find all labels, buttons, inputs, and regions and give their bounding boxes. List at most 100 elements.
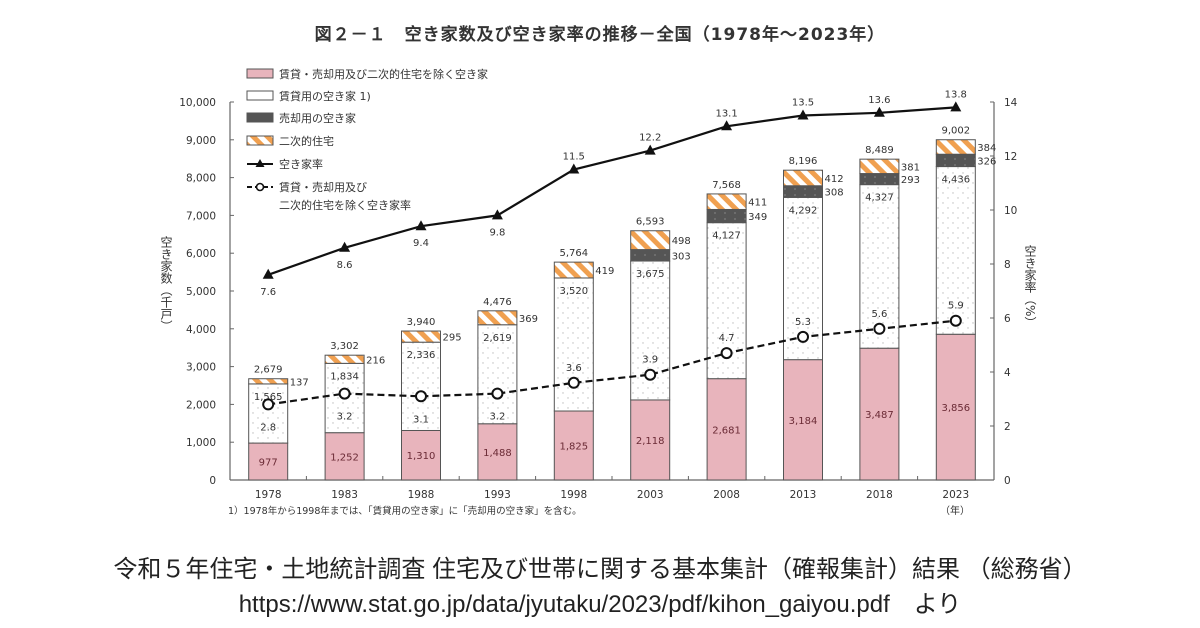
vacancy-rate-marker	[415, 220, 427, 231]
other-vacancy-rate-marker	[949, 314, 962, 327]
x-tick-label: 1993	[484, 489, 511, 501]
bar-segment-secondary	[324, 354, 365, 364]
y-tick-label-left: 2,000	[186, 399, 216, 411]
bar-segment-secondary	[248, 378, 289, 385]
other-vacancy-rate-marker	[873, 322, 886, 335]
vacancy-rate-label: 9.4	[413, 238, 429, 249]
legend-marker-triangle	[255, 159, 265, 167]
other-vacancy-rate-label: 2.8	[260, 422, 276, 433]
vacancy-rate-label: 12.2	[639, 133, 661, 144]
y-tick-label-right: 6	[1004, 313, 1011, 325]
bar-segment-rental	[553, 277, 594, 412]
bar-value-label: 3,675	[636, 269, 665, 280]
bar-value-label: 4,436	[941, 175, 970, 186]
other-vacancy-rate-label: 5.6	[871, 309, 887, 320]
source-line-1: 令和５年住宅・土地統計調査 住宅及び世帯に関する基本集計（確報集計）結果 （総務…	[113, 556, 1087, 583]
legend-label: 売却用の空き家	[279, 111, 356, 125]
bar-value-label: 411	[748, 198, 767, 209]
lines	[262, 101, 962, 411]
bar-value-label: 3,487	[865, 410, 894, 421]
bar-segment-rental	[248, 383, 289, 444]
bar-segment-for-sale	[783, 185, 823, 198]
bar-value-label: 1,825	[559, 442, 588, 453]
y-tick-label-right: 8	[1004, 259, 1011, 271]
bar-value-label: 412	[825, 174, 844, 185]
bar-segment-secondary	[935, 139, 976, 155]
bar-segment-secondary	[859, 158, 900, 175]
legend-swatch-other-vacant	[246, 68, 274, 79]
y-tick-label-right: 12	[1004, 151, 1017, 163]
bar-value-label: 2,681	[712, 425, 741, 436]
x-tick-label: 2018	[866, 489, 893, 501]
bar-value-label: 1,310	[407, 451, 436, 462]
legend-swatch-rental	[246, 90, 274, 101]
bar-value-label: 498	[672, 236, 691, 247]
y-tick-label-left: 5,000	[186, 286, 216, 298]
x-axis-unit-label: （年）	[940, 504, 970, 517]
other-vacancy-rate-marker	[797, 330, 809, 343]
bar-value-label: 1,565	[254, 392, 283, 403]
footnote: 1）1978年から1998年までは、「賃貸用の空き家」に「売却用の空き家」を含む…	[228, 505, 582, 517]
x-tick-label: 2023	[942, 489, 969, 501]
bar-segment-secondary	[477, 310, 518, 326]
vacancy-rate-marker	[873, 106, 885, 117]
bar-segment-other-vacant	[477, 423, 518, 481]
bar-segment-secondary	[401, 330, 441, 343]
y-tick-label-left: 10,000	[179, 97, 216, 109]
other-vacancy-rate-marker	[338, 387, 351, 400]
y-tick-label-left: 8,000	[186, 173, 216, 185]
bar-total-label: 8,489	[865, 145, 894, 156]
bar-segment-rental	[935, 166, 976, 335]
vacancy-rate-marker	[568, 163, 580, 174]
legend-label: 賃貸・売却用及び二次的住宅を除く空き家	[279, 67, 488, 81]
vacancy-rate-label: 7.6	[260, 287, 276, 298]
bar-value-label: 369	[519, 314, 538, 325]
vacancy-rate-label: 13.6	[868, 95, 890, 106]
vacancy-rate-marker	[950, 101, 962, 112]
bar-value-label: 384	[977, 143, 996, 154]
other-vacancy-rate-label: 4.7	[719, 333, 735, 344]
bar-value-label: 137	[290, 377, 309, 388]
y-axis-label-left: 空き家数（千戸）	[159, 236, 173, 332]
vacancy-rate-marker	[262, 268, 274, 279]
bar-value-label: 295	[443, 333, 462, 344]
x-tick-label: 2003	[637, 489, 664, 501]
bar-total-label: 8,196	[789, 156, 818, 167]
bar-value-label: 2,619	[483, 333, 512, 344]
y-tick-label-right: 10	[1004, 205, 1017, 217]
other-vacancy-rate-line	[268, 319, 956, 406]
chart: 0 1,000 2,000 3,000 4,000 5,000 6,000 7,000 8,00…	[159, 67, 1037, 517]
bar-value-label: 326	[977, 156, 996, 167]
bar-value-label: 2,118	[636, 436, 665, 447]
bar-segment-for-sale	[630, 249, 671, 262]
other-vacancy-rate-label: 3.2	[489, 412, 505, 423]
bar-segment-other-vacant	[324, 432, 365, 481]
bar-segment-rental	[401, 341, 441, 431]
other-vacancy-rate-marker	[720, 347, 733, 360]
other-vacancy-rate-marker	[644, 368, 657, 381]
vacancy-rate-marker	[491, 209, 503, 220]
chart-title: 図２－１ 空き家数及び空き家率の推移－全国（1978年～2023年）	[314, 25, 886, 45]
other-vacancy-rate-marker	[491, 387, 504, 400]
bar-segment-for-sale	[935, 153, 976, 168]
bar-total-label: 2,679	[254, 365, 283, 376]
other-vacancy-rate-marker	[567, 376, 580, 389]
source-url[interactable]: https://www.stat.go.jp/data/jyutaku/2023…	[238, 591, 962, 618]
y-tick-label-right: 14	[1004, 97, 1018, 109]
bar-segment-secondary	[706, 193, 747, 210]
vacancy-rate-marker	[797, 109, 809, 120]
x-tick-label: 1983	[331, 489, 358, 501]
bar-total-label: 3,940	[407, 317, 436, 328]
bar-value-label: 381	[901, 162, 920, 173]
y-tick-label-right: 0	[1004, 475, 1011, 487]
bar-segment-secondary	[783, 169, 823, 187]
y-axis-label-right: 空き家率（%）	[1023, 245, 1037, 329]
other-vacancy-rate-label: 3.6	[566, 363, 582, 374]
vacancy-rate-marker	[339, 241, 351, 252]
vacancy-rate-line	[267, 106, 956, 276]
other-vacancy-rate-label: 5.3	[795, 317, 811, 328]
other-vacancy-rate-marker	[415, 390, 427, 403]
legend-label: 二次的住宅を除く空き家率	[279, 198, 411, 212]
bar-value-label: 1,252	[330, 452, 359, 463]
